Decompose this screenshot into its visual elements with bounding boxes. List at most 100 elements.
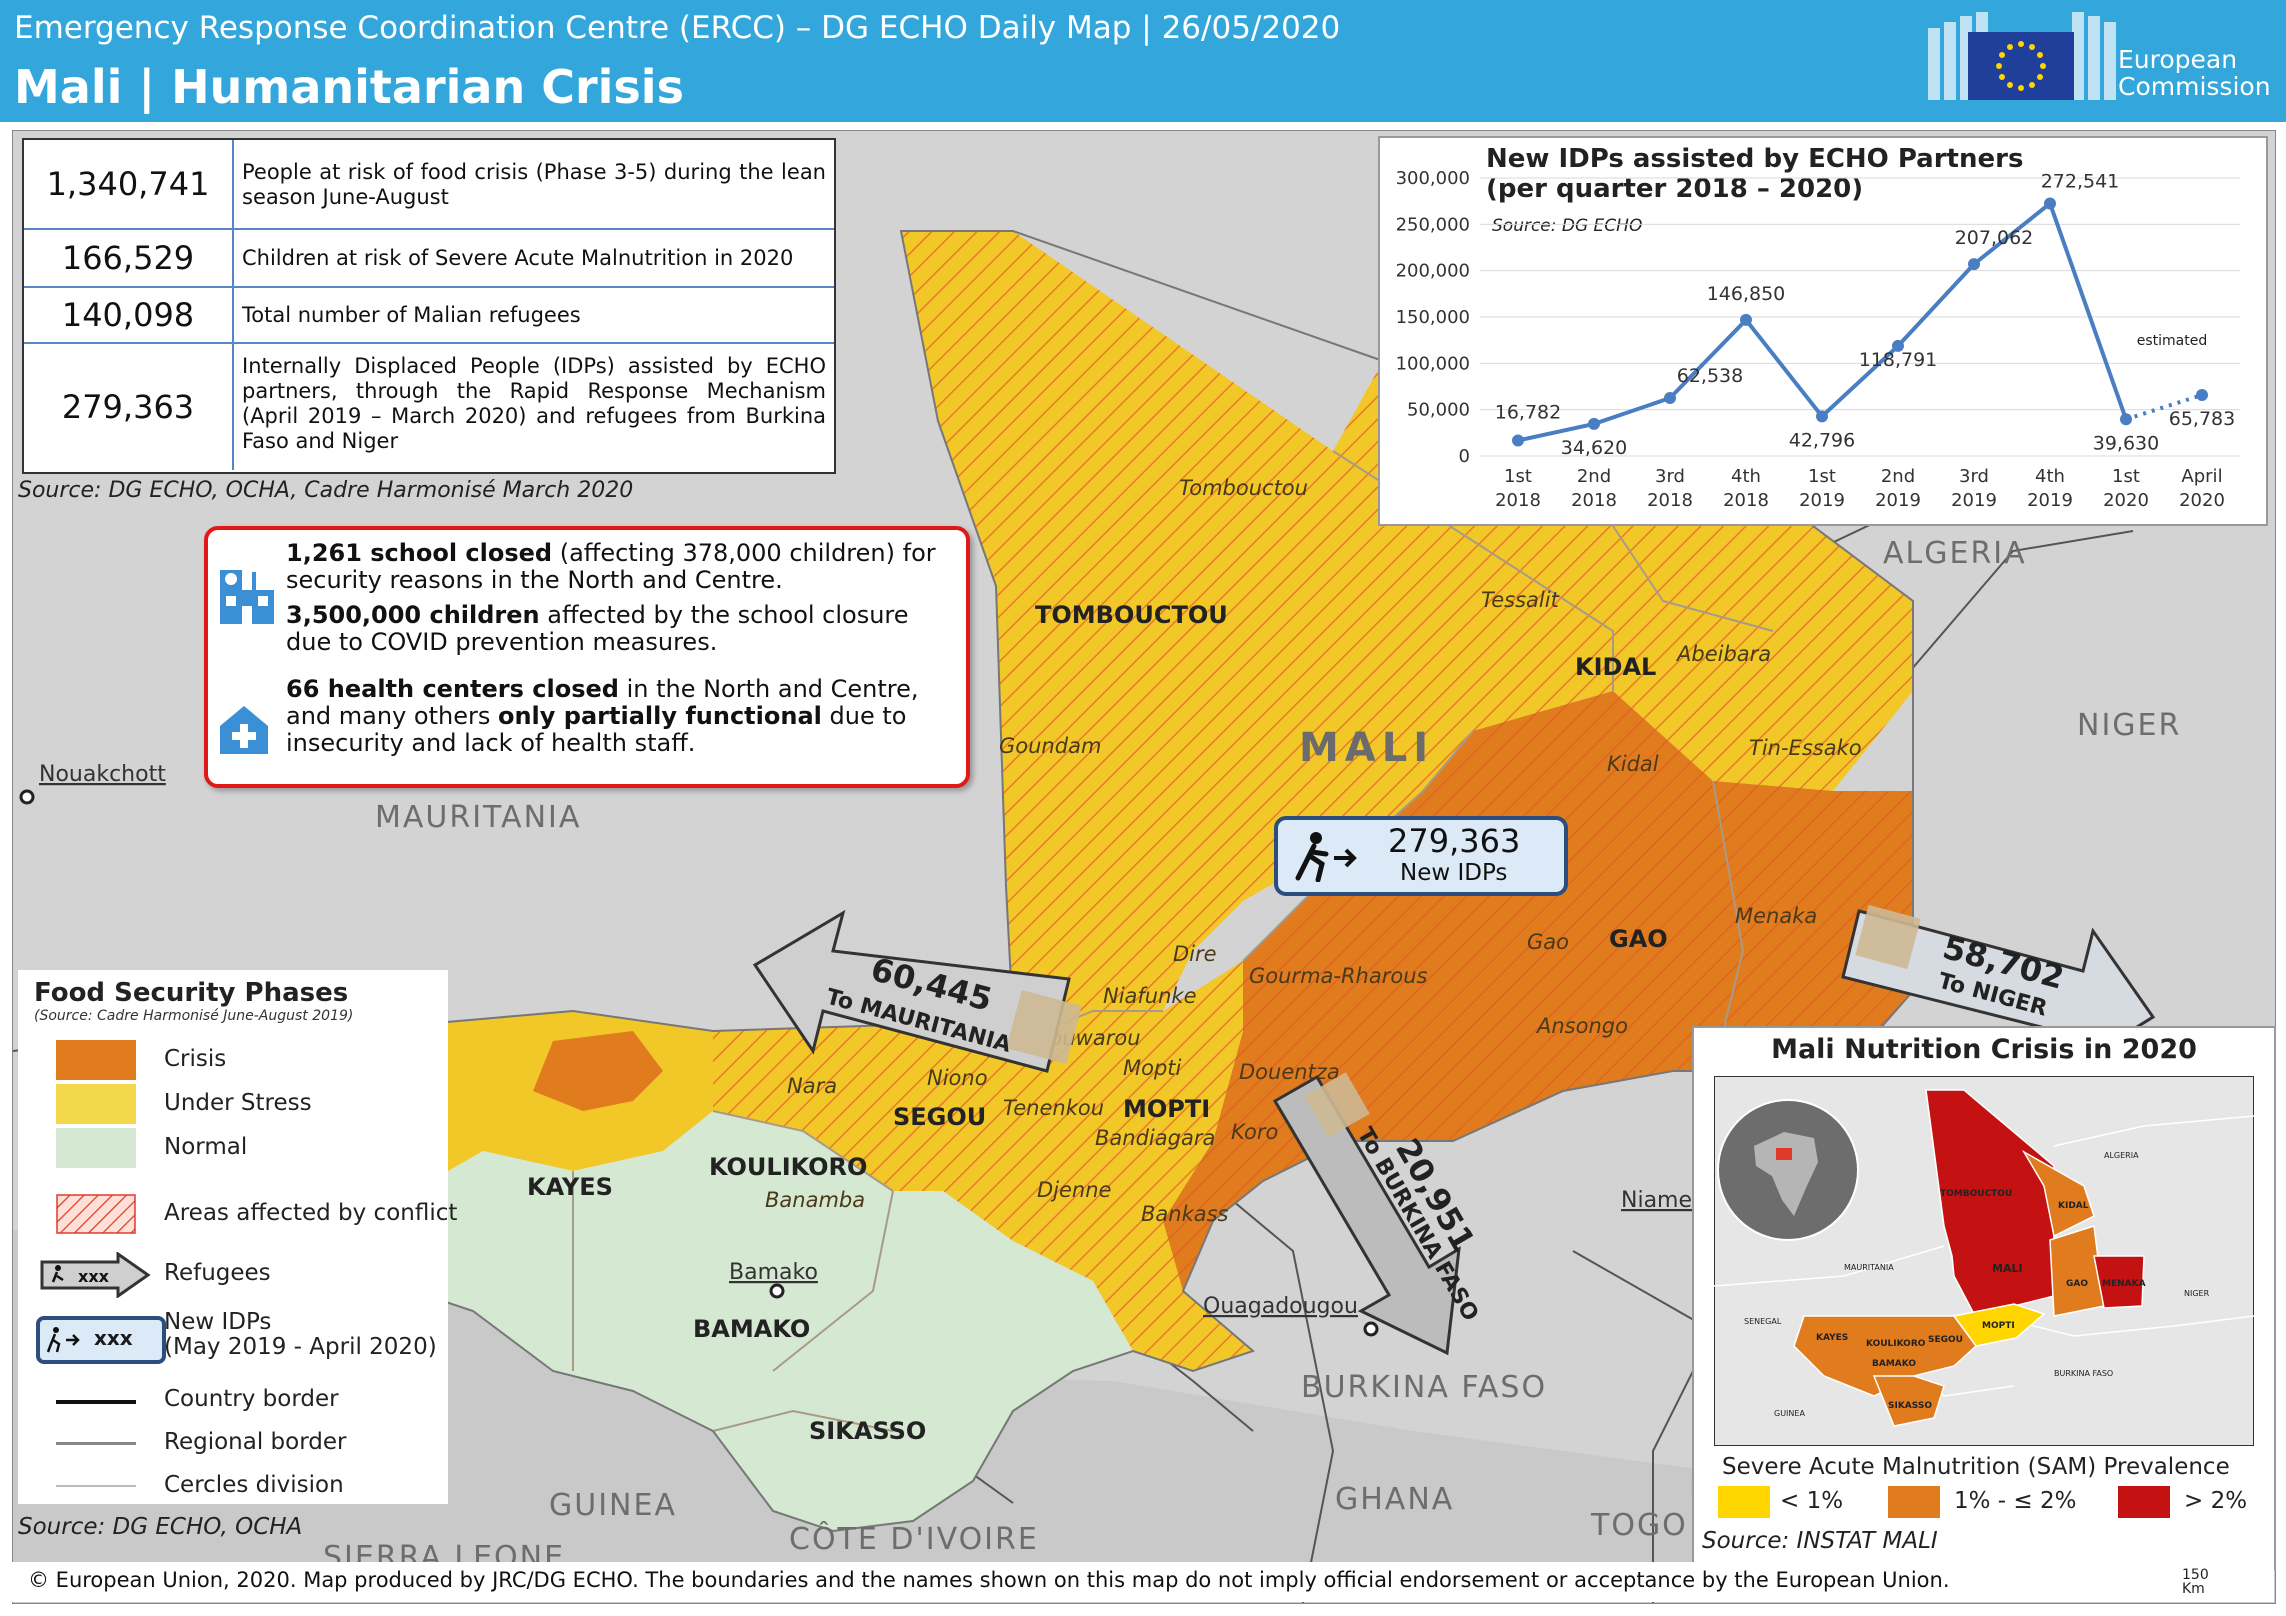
chart-y-tick-label: 100,000 bbox=[1396, 353, 1470, 374]
nutrition-label-mali: MALI bbox=[1992, 1262, 2023, 1275]
nutrition-label-bamako: BAMAKO bbox=[1872, 1359, 1916, 1369]
chart-title: New IDPs assisted by ECHO Partners (per … bbox=[1486, 144, 2023, 204]
legend-new-idps-box: xxx bbox=[36, 1316, 166, 1364]
nutrition-label-burkina: BURKINA FASO bbox=[2054, 1369, 2113, 1378]
logo-text-european: European bbox=[2118, 45, 2238, 74]
chart-x-tick-label: 2018 bbox=[1723, 490, 1769, 511]
label-circle-gao: Gao bbox=[1527, 930, 1569, 954]
header-title: Mali | Humanitarian Crisis bbox=[14, 60, 684, 114]
key-figure-description: People at risk of food crisis (Phase 3-5… bbox=[242, 160, 826, 209]
chart-data-point bbox=[1892, 339, 1904, 352]
chart-x-tick-label: 2019 bbox=[2027, 490, 2073, 511]
label-cote-divoire: CÔTE D'IVOIRE bbox=[789, 1520, 1039, 1557]
city-marker-ouagadougou bbox=[1363, 1321, 1379, 1337]
idp-line-chart-panel: New IDPs assisted by ECHO Partners (per … bbox=[1378, 136, 2268, 526]
nutrition-label-segou: SEGOU bbox=[1928, 1335, 1963, 1345]
chart-data-point bbox=[1512, 434, 1524, 447]
chart-x-tick-label: 2019 bbox=[1875, 490, 1921, 511]
nutrition-label-gt2: > 2% bbox=[2184, 1488, 2248, 1514]
label-circle-tenenkou: Tenenkou bbox=[1003, 1096, 1104, 1120]
chart-data-point bbox=[1816, 410, 1828, 423]
chart-x-tick-label: 1st bbox=[1808, 466, 1836, 487]
logo-text-commission: Commission bbox=[2118, 72, 2271, 101]
nutrition-label-mauritania: MAURITANIA bbox=[1844, 1263, 1894, 1272]
key-figure-description: Total number of Malian refugees bbox=[242, 303, 581, 327]
chart-data-point bbox=[1968, 258, 1980, 271]
chart-title-line-2: (per quarter 2018 – 2020) bbox=[1486, 174, 1864, 204]
nutrition-label-menaka: MENAKA bbox=[2102, 1279, 2146, 1289]
chart-y-tick-label: 250,000 bbox=[1396, 214, 1470, 235]
chart-data-point bbox=[1664, 392, 1676, 405]
nutrition-label-gao: GAO bbox=[2066, 1279, 2088, 1289]
legend-label-regional-border: Regional border bbox=[164, 1429, 347, 1455]
legend-idp-marker: xxx bbox=[94, 1326, 133, 1350]
key-figure-value: 279,363 bbox=[24, 344, 234, 470]
health-centers-rest-2: due to insecurity and lack of health sta… bbox=[286, 702, 907, 757]
label-circle-djenne: Djenne bbox=[1037, 1178, 1111, 1202]
legend-refugee-marker: xxx bbox=[78, 1267, 110, 1286]
chart-data-label: 65,783 bbox=[2169, 408, 2235, 430]
chart-data-label: 34,620 bbox=[1561, 437, 1627, 459]
key-figures-source: Source: DG ECHO, OCHA, Cadre Harmonisé M… bbox=[18, 478, 634, 503]
school-closures-rest: (affecting 378,000 children) for securit… bbox=[286, 539, 936, 594]
nutrition-label-mopti: MOPTI bbox=[1982, 1321, 2015, 1331]
chart-data-label: 207,062 bbox=[1955, 227, 2034, 249]
legend-line-country-border bbox=[56, 1400, 136, 1404]
chart-data-point bbox=[2196, 389, 2208, 402]
chart-x-tick-label: 2019 bbox=[1799, 490, 1845, 511]
key-figure-description: Children at risk of Severe Acute Malnutr… bbox=[242, 246, 794, 270]
key-figure-row: 1,340,741 People at risk of food crisis … bbox=[24, 140, 834, 230]
legend-subtitle: (Source: Cadre Harmonisé June-August 201… bbox=[34, 1008, 354, 1024]
label-circle-bandiagara: Bandiagara bbox=[1095, 1126, 1215, 1150]
legend-line-cercles-division bbox=[56, 1485, 136, 1487]
nutrition-label-kayes: KAYES bbox=[1816, 1333, 1848, 1343]
map-source: Source: DG ECHO, OCHA bbox=[18, 1514, 303, 1540]
chart-x-tick-label: 1st bbox=[2112, 466, 2140, 487]
key-figures-table: 1,340,741 People at risk of food crisis … bbox=[22, 138, 836, 474]
chart-y-tick-label: 50,000 bbox=[1407, 400, 1470, 421]
nutrition-label-kidal: KIDAL bbox=[2058, 1201, 2089, 1211]
nutrition-title: Mali Nutrition Crisis in 2020 bbox=[1771, 1034, 2197, 1065]
chart-title-line-1: New IDPs assisted by ECHO Partners bbox=[1486, 144, 2024, 174]
legend-title: Food Security Phases bbox=[34, 978, 349, 1008]
school-closures-text: 1,261 school closed (affecting 378,000 c… bbox=[286, 540, 956, 594]
nutrition-label-tombouctou: TOMBOUCTOU bbox=[1940, 1189, 2012, 1199]
label-circle-tombouctou: Tombouctou bbox=[1179, 476, 1308, 500]
chart-data-label: 62,538 bbox=[1677, 365, 1743, 387]
header-subtitle: Emergency Response Coordination Centre (… bbox=[14, 10, 1341, 46]
school-closures-bold: 1,261 school closed bbox=[286, 539, 553, 567]
chart-x-tick-label: 2018 bbox=[1571, 490, 1617, 511]
chart-x-tick-label: 2019 bbox=[1951, 490, 1997, 511]
label-region-kayes: KAYES bbox=[527, 1173, 613, 1201]
chart-y-tick-label: 150,000 bbox=[1396, 307, 1470, 328]
chart-x-tick-label: 2018 bbox=[1495, 490, 1541, 511]
chart-data-point bbox=[2120, 413, 2132, 426]
header-bar: Emergency Response Coordination Centre (… bbox=[0, 0, 2286, 122]
label-city-nouakchott: Nouakchott bbox=[39, 762, 166, 787]
legend-swatch-crisis bbox=[56, 1040, 136, 1080]
nutrition-swatch-gt2 bbox=[2118, 1486, 2170, 1518]
label-circle-niafunke: Niafunke bbox=[1103, 984, 1197, 1008]
label-burkina-faso: BURKINA FASO bbox=[1301, 1370, 1547, 1405]
chart-data-label: 39,630 bbox=[2093, 432, 2159, 454]
label-circle-bankass: Bankass bbox=[1141, 1202, 1229, 1226]
children-affected-rest: affected by the school closure due to CO… bbox=[286, 601, 909, 656]
health-centers-bold-2: only partially functional bbox=[497, 702, 822, 730]
legend-refugee-arrow-icon: xxx bbox=[40, 1252, 151, 1298]
chart-x-tick-label: 1st bbox=[1504, 466, 1532, 487]
label-region-sikasso: SIKASSO bbox=[809, 1417, 926, 1445]
label-mauritania: MAURITANIA bbox=[375, 800, 581, 835]
key-figure-value: 1,340,741 bbox=[24, 140, 234, 228]
label-circle-goundam: Goundam bbox=[999, 734, 1101, 758]
chart-series-line bbox=[1517, 200, 2128, 443]
label-region-segou: SEGOU bbox=[893, 1103, 986, 1131]
label-region-gao: GAO bbox=[1609, 925, 1668, 953]
displaced-person-icon bbox=[1295, 832, 1357, 882]
health-centers-text: 66 health centers closed in the North an… bbox=[286, 676, 956, 757]
nutrition-legend-title: Severe Acute Malnutrition (SAM) Prevalen… bbox=[1722, 1454, 2230, 1480]
chart-x-tick-label: 2018 bbox=[1647, 490, 1693, 511]
european-commission-logo bbox=[1928, 8, 2278, 108]
chart-x-tick-label: 2nd bbox=[1577, 466, 1611, 487]
nutrition-source: Source: INSTAT MALI bbox=[1702, 1528, 1938, 1554]
chart-data-label: 118,791 bbox=[1859, 349, 1938, 371]
